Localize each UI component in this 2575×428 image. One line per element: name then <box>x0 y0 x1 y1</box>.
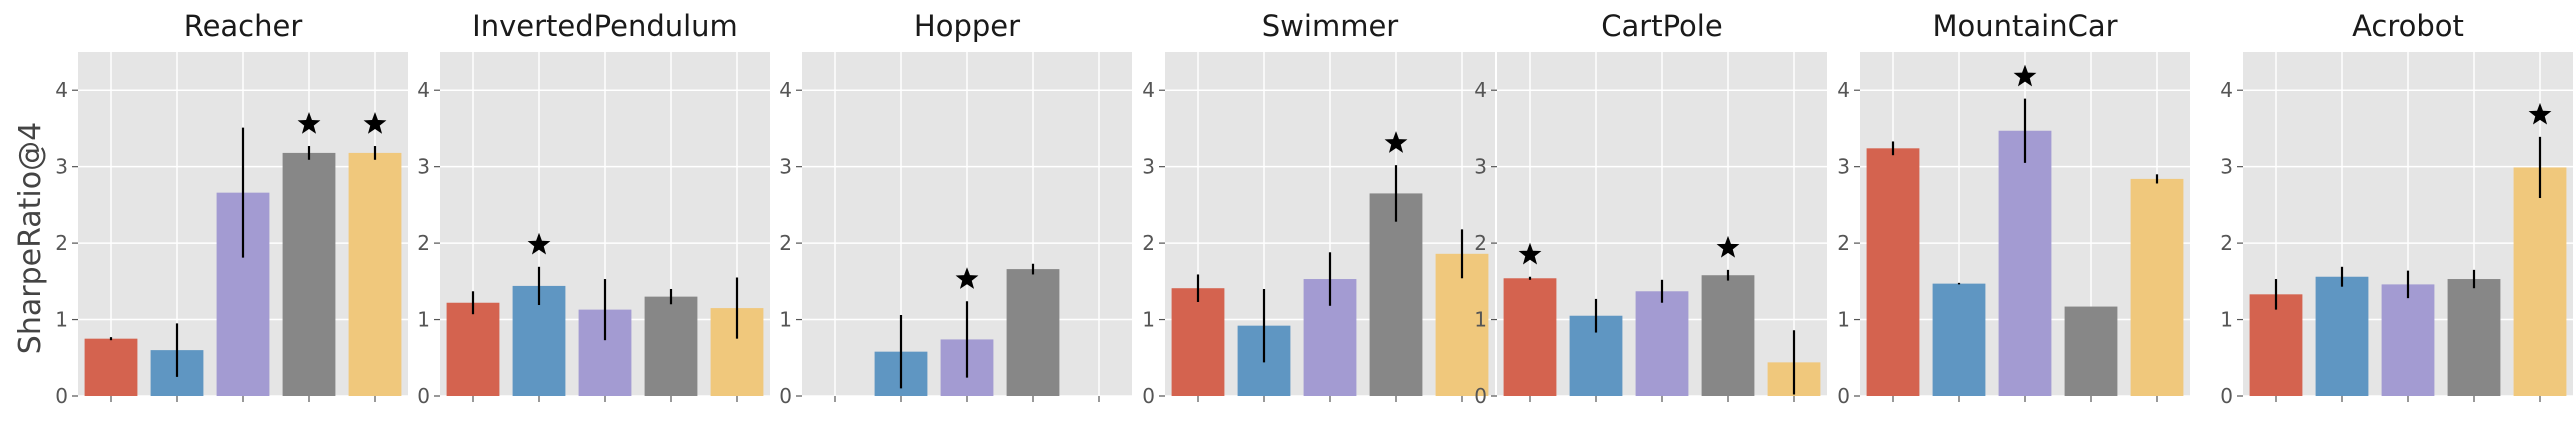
star-icon <box>2013 64 2037 87</box>
panel-title: Swimmer <box>1262 9 1399 43</box>
y-tick-label: 4 <box>2220 78 2233 102</box>
panel-title: InvertedPendulum <box>472 9 738 43</box>
y-tick-label: 0 <box>55 384 68 408</box>
y-tick-label: 1 <box>1474 308 1487 332</box>
y-tick-label: 0 <box>1142 384 1155 408</box>
y-tick-label: 4 <box>1474 78 1487 102</box>
y-tick-label: 4 <box>1837 78 1850 102</box>
y-tick-label: 1 <box>1837 308 1850 332</box>
y-tick-label: 0 <box>1474 384 1487 408</box>
chart-panel: 0 1 2 3 4 Hopper <box>779 9 1132 408</box>
y-tick-label: 1 <box>2220 308 2233 332</box>
y-tick-label: 1 <box>1142 308 1155 332</box>
star-icon <box>297 112 321 134</box>
bar <box>1998 130 2052 396</box>
panel-title: MountainCar <box>1932 9 2117 43</box>
bar <box>84 338 138 396</box>
panel-title: Hopper <box>914 9 1020 43</box>
y-tick-label: 1 <box>55 308 68 332</box>
bar <box>644 296 698 396</box>
y-tick-label: 1 <box>779 308 792 332</box>
panel-title: CartPole <box>1601 9 1722 43</box>
panel-title: Acrobot <box>2352 9 2464 43</box>
star-icon <box>1384 131 1408 153</box>
bar <box>2381 284 2435 396</box>
panel-title: Reacher <box>184 9 303 43</box>
chart-panel: 0 1 2 3 4 Swimmer <box>1142 9 1495 408</box>
chart-panel: 0 1 2 3 4 InvertedPendulum <box>417 9 770 408</box>
y-tick-label: 2 <box>2220 231 2233 255</box>
bar <box>2513 167 2567 396</box>
y-tick-label: 0 <box>2220 384 2233 408</box>
y-tick-label: 3 <box>1837 155 1850 179</box>
y-tick-label: 0 <box>1837 384 1850 408</box>
bar <box>2315 276 2369 396</box>
bar <box>1635 291 1689 396</box>
star-icon <box>363 112 387 134</box>
star-icon <box>955 267 979 289</box>
y-tick-label: 3 <box>1474 155 1487 179</box>
bar <box>1932 283 1986 396</box>
y-tick-label: 3 <box>55 155 68 179</box>
y-tick-label: 2 <box>1142 231 1155 255</box>
bar <box>1866 148 1920 396</box>
y-tick-label: 2 <box>1837 231 1850 255</box>
chart-panel: 0 1 2 3 4 Acrobot <box>2220 9 2573 408</box>
star-icon <box>2528 102 2552 125</box>
bar <box>348 152 402 396</box>
y-tick-label: 0 <box>779 384 792 408</box>
y-tick-label: 1 <box>417 308 430 332</box>
y-tick-label: 3 <box>2220 155 2233 179</box>
y-tick-label: 4 <box>55 78 68 102</box>
y-tick-label: 3 <box>779 155 792 179</box>
bar <box>2130 178 2184 396</box>
y-tick-label: 4 <box>1142 78 1155 102</box>
y-tick-label: 3 <box>417 155 430 179</box>
bar <box>446 302 500 396</box>
star-icon <box>1716 235 1740 258</box>
star-icon <box>527 232 551 255</box>
chart-panel: 0 1 2 3 4 MountainCar <box>1837 9 2190 408</box>
y-tick-label: 4 <box>417 78 430 102</box>
panels: 0 1 2 3 4 Reacher 0 1 2 3 4 InvertedPendulum 0 1 2 3 4 Ho… <box>55 9 2573 408</box>
y-tick-label: 2 <box>1474 231 1487 255</box>
star-icon <box>1518 242 1542 265</box>
y-tick-label: 2 <box>779 231 792 255</box>
bar <box>1006 269 1060 396</box>
chart-panel: 0 1 2 3 4 CartPole <box>1474 9 1827 408</box>
bar <box>1171 288 1225 396</box>
y-tick-label: 2 <box>417 231 430 255</box>
bar <box>1503 278 1557 396</box>
bar <box>282 152 336 396</box>
bar <box>2064 306 2118 396</box>
y-tick-label: 3 <box>1142 155 1155 179</box>
chart-panel: 0 1 2 3 4 Reacher <box>55 9 408 408</box>
bar <box>2447 279 2501 396</box>
bar <box>2249 294 2303 396</box>
y-tick-label: 4 <box>779 78 792 102</box>
bar <box>1369 193 1423 396</box>
figure-ylabel: SharpeRatio@4 <box>13 122 48 354</box>
bar <box>1701 275 1755 396</box>
y-tick-label: 2 <box>55 231 68 255</box>
y-tick-label: 0 <box>417 384 430 408</box>
